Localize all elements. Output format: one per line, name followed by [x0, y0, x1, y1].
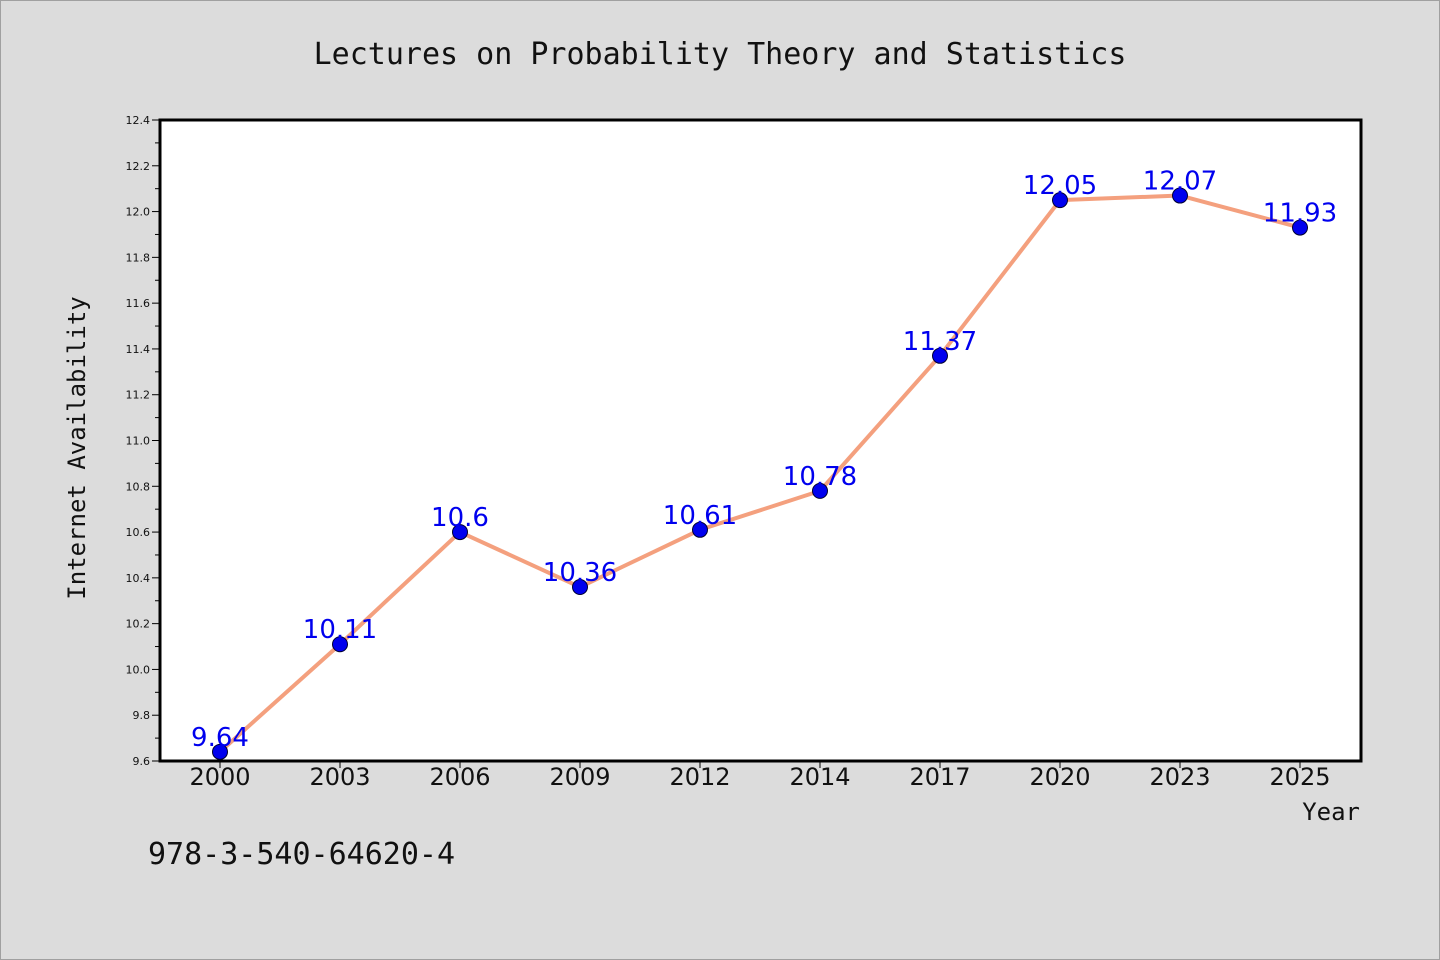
- data-label: 9.64: [191, 723, 249, 753]
- y-tick-label: 12.0: [126, 206, 151, 219]
- y-tick-label: 12.2: [126, 160, 151, 173]
- x-axis-label: Year: [1302, 798, 1360, 826]
- data-label: 10.78: [783, 462, 857, 492]
- data-point: [932, 347, 948, 364]
- y-axis-label: Internet Availability: [63, 296, 91, 599]
- y-tick-label: 10.4: [126, 572, 151, 585]
- data-point: [452, 524, 468, 541]
- x-tick-label: 2014: [789, 763, 850, 791]
- data-label: 11.93: [1263, 199, 1337, 229]
- x-axis: 2000 2003 2006 2009 2012 2014 2017 2020 2023 2025: [189, 761, 1331, 791]
- data-label: 10.6: [431, 503, 489, 533]
- series-line-group: 9.64 10.11 10.6 10.36 10.61 10.78 11.37 12.05 12…: [191, 167, 1337, 760]
- data-point: [332, 636, 348, 653]
- x-tick-label: 2009: [549, 763, 610, 791]
- y-tick-label: 10.8: [126, 480, 151, 493]
- series-line: [218, 193, 1301, 754]
- data-point: [1052, 192, 1068, 209]
- x-tick-label: 2003: [309, 763, 370, 791]
- y-tick-label: 12.4: [126, 114, 151, 127]
- x-tick-label: 2000: [189, 763, 250, 791]
- y-tick-label: 11.8: [126, 251, 151, 264]
- x-tick-label: 2023: [1149, 763, 1210, 791]
- y-tick-label: 11.6: [126, 297, 151, 310]
- y-tick-label: 10.2: [126, 618, 151, 631]
- x-tick-label: 2025: [1269, 763, 1330, 791]
- plot-area: [158, 118, 1363, 763]
- data-label: 12.05: [1023, 171, 1097, 201]
- isbn-text: 978-3-540-64620-4: [148, 837, 455, 872]
- y-tick-label: 10.0: [126, 663, 151, 676]
- data-point: [212, 743, 228, 760]
- y-tick-label: 9.8: [133, 709, 151, 722]
- data-point: [572, 579, 588, 596]
- x-tick-label: 2012: [669, 763, 730, 791]
- data-label: 10.11: [303, 615, 377, 645]
- y-tick-label: 9.6: [133, 755, 151, 768]
- data-label: 11.37: [903, 327, 977, 357]
- y-tick-label: 10.6: [126, 526, 151, 539]
- data-point: [692, 521, 708, 538]
- y-axis: 9.6 9.8 10.0 10.2 10.4 10.6 10.8 11.0 11.2 11.4 11…: [126, 114, 160, 768]
- data-point: [812, 482, 828, 499]
- data-label: 10.61: [663, 501, 737, 531]
- x-tick-label: 2006: [429, 763, 490, 791]
- x-tick-label: 2020: [1029, 763, 1090, 791]
- data-label: 10.36: [543, 558, 617, 588]
- data-label: 12.07: [1143, 167, 1217, 197]
- chart-title: Lectures on Probability Theory and Stati…: [314, 37, 1127, 72]
- y-tick-label: 11.0: [126, 435, 151, 448]
- data-point: [1292, 219, 1308, 236]
- y-tick-label: 11.4: [126, 343, 151, 356]
- x-tick-label: 2017: [909, 763, 970, 791]
- data-point: [1172, 187, 1188, 204]
- y-tick-label: 11.2: [126, 389, 151, 402]
